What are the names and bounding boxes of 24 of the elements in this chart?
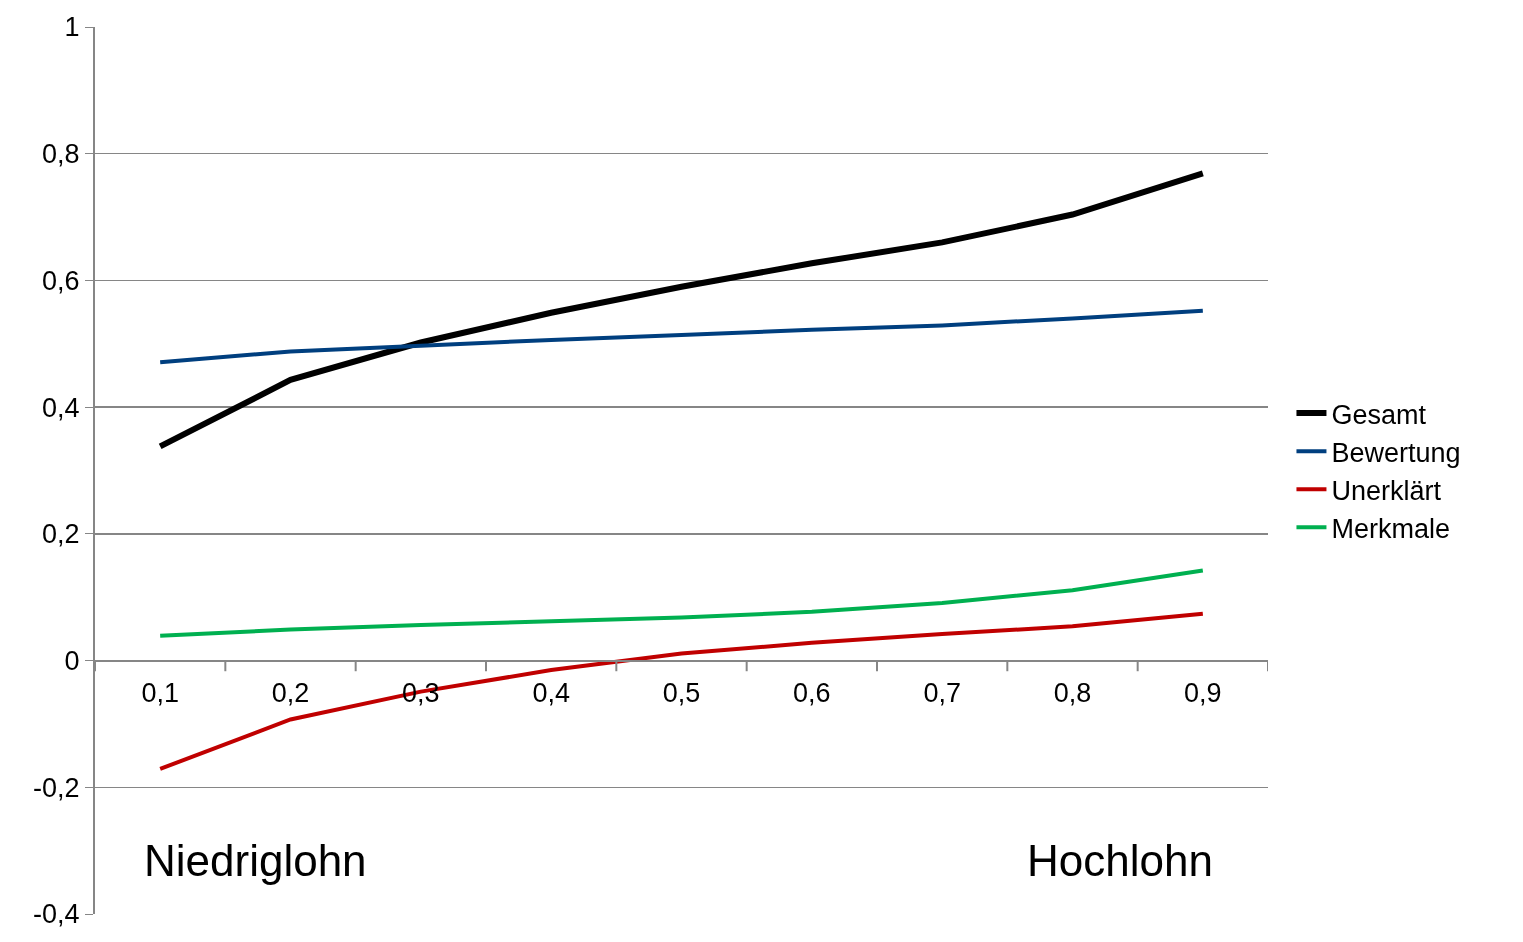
- legend-label: Bewertung: [1331, 437, 1461, 468]
- x-tick-label: 0,4: [532, 677, 570, 708]
- legend-label: Merkmale: [1331, 513, 1450, 544]
- x-tick-label: 0,1: [141, 677, 179, 708]
- legend-label: Unerklärt: [1331, 475, 1442, 506]
- y-tick-label: 1: [64, 12, 80, 43]
- y-tick-label: -0,2: [33, 772, 80, 803]
- x-tick-label: 0,8: [1053, 677, 1092, 708]
- x-tick-label: 0,6: [793, 677, 831, 708]
- x-tick-label: 0,7: [923, 677, 961, 708]
- legend-label: Gesamt: [1331, 399, 1427, 430]
- y-tick-label: 0,4: [42, 392, 80, 423]
- y-tick-label: 0: [64, 646, 80, 677]
- x-tick-label: 0,2: [271, 677, 310, 708]
- x-tick-label: 0,5: [662, 677, 701, 708]
- annotation: Niedriglohn: [144, 836, 367, 885]
- annotation: Hochlohn: [1027, 836, 1213, 885]
- line-series: [158, 308, 1205, 365]
- line-series: [158, 568, 1205, 638]
- y-tick-label: -0,4: [33, 899, 80, 930]
- x-tick-label: 0,9: [1184, 677, 1222, 708]
- y-tick-label: 0,8: [42, 139, 80, 170]
- y-tick-label: 0,2: [42, 519, 80, 550]
- y-tick-label: 0,6: [42, 265, 80, 296]
